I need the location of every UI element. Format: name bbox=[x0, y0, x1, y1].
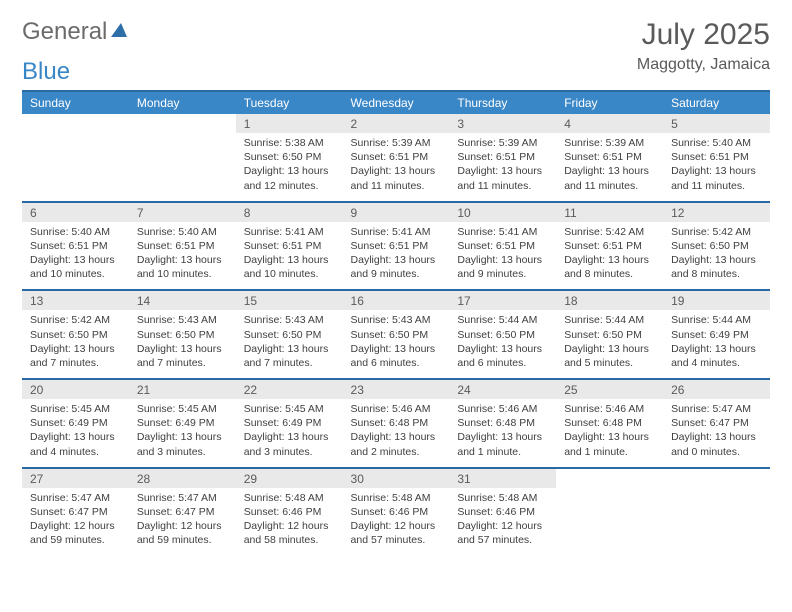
day-detail-cell: Sunrise: 5:39 AMSunset: 6:51 PMDaylight:… bbox=[556, 133, 663, 202]
logo-text-2: Blue bbox=[22, 58, 770, 86]
weekday-header-row: Sunday Monday Tuesday Wednesday Thursday… bbox=[22, 91, 770, 114]
day-detail-cell: Sunrise: 5:41 AMSunset: 6:51 PMDaylight:… bbox=[236, 222, 343, 291]
day-number-cell: 29 bbox=[236, 468, 343, 488]
day-number-cell: 4 bbox=[556, 114, 663, 133]
day-number-cell: 1 bbox=[236, 114, 343, 133]
day-detail-cell: Sunrise: 5:43 AMSunset: 6:50 PMDaylight:… bbox=[343, 310, 450, 379]
week-detail-row: Sunrise: 5:42 AMSunset: 6:50 PMDaylight:… bbox=[22, 310, 770, 379]
day-number-cell: 14 bbox=[129, 290, 236, 310]
weekday-header: Friday bbox=[556, 91, 663, 114]
day-detail-cell: Sunrise: 5:39 AMSunset: 6:51 PMDaylight:… bbox=[449, 133, 556, 202]
day-number-cell: 24 bbox=[449, 379, 556, 399]
day-detail-cell: Sunrise: 5:43 AMSunset: 6:50 PMDaylight:… bbox=[129, 310, 236, 379]
logo-text-1: General bbox=[22, 18, 107, 46]
week-number-row: 2728293031 bbox=[22, 468, 770, 488]
day-detail-cell: Sunrise: 5:45 AMSunset: 6:49 PMDaylight:… bbox=[236, 399, 343, 468]
day-detail-cell: Sunrise: 5:41 AMSunset: 6:51 PMDaylight:… bbox=[449, 222, 556, 291]
weekday-header: Saturday bbox=[663, 91, 770, 114]
day-number-cell: 10 bbox=[449, 202, 556, 222]
day-number-cell: 17 bbox=[449, 290, 556, 310]
week-number-row: 20212223242526 bbox=[22, 379, 770, 399]
day-number-cell: 5 bbox=[663, 114, 770, 133]
day-number-cell: 13 bbox=[22, 290, 129, 310]
day-number-cell: 6 bbox=[22, 202, 129, 222]
day-number-cell bbox=[129, 114, 236, 133]
calendar-table: Sunday Monday Tuesday Wednesday Thursday… bbox=[22, 90, 770, 555]
day-number-cell: 20 bbox=[22, 379, 129, 399]
day-number-cell: 12 bbox=[663, 202, 770, 222]
day-number-cell: 28 bbox=[129, 468, 236, 488]
week-number-row: 12345 bbox=[22, 114, 770, 133]
day-number-cell: 30 bbox=[343, 468, 450, 488]
day-number-cell: 3 bbox=[449, 114, 556, 133]
day-number-cell: 8 bbox=[236, 202, 343, 222]
day-number-cell: 19 bbox=[663, 290, 770, 310]
day-number-cell: 7 bbox=[129, 202, 236, 222]
week-number-row: 6789101112 bbox=[22, 202, 770, 222]
sail-icon bbox=[109, 18, 129, 46]
day-detail-cell: Sunrise: 5:46 AMSunset: 6:48 PMDaylight:… bbox=[556, 399, 663, 468]
day-detail-cell: Sunrise: 5:38 AMSunset: 6:50 PMDaylight:… bbox=[236, 133, 343, 202]
day-detail-cell: Sunrise: 5:44 AMSunset: 6:50 PMDaylight:… bbox=[556, 310, 663, 379]
day-detail-cell: Sunrise: 5:42 AMSunset: 6:50 PMDaylight:… bbox=[663, 222, 770, 291]
day-detail-cell: Sunrise: 5:45 AMSunset: 6:49 PMDaylight:… bbox=[129, 399, 236, 468]
day-number-cell: 23 bbox=[343, 379, 450, 399]
day-number-cell: 9 bbox=[343, 202, 450, 222]
day-detail-cell bbox=[556, 488, 663, 556]
day-detail-cell: Sunrise: 5:42 AMSunset: 6:51 PMDaylight:… bbox=[556, 222, 663, 291]
day-number-cell: 26 bbox=[663, 379, 770, 399]
day-number-cell: 15 bbox=[236, 290, 343, 310]
day-detail-cell: Sunrise: 5:47 AMSunset: 6:47 PMDaylight:… bbox=[22, 488, 129, 556]
day-detail-cell: Sunrise: 5:44 AMSunset: 6:49 PMDaylight:… bbox=[663, 310, 770, 379]
day-number-cell: 25 bbox=[556, 379, 663, 399]
day-detail-cell: Sunrise: 5:44 AMSunset: 6:50 PMDaylight:… bbox=[449, 310, 556, 379]
day-detail-cell: Sunrise: 5:40 AMSunset: 6:51 PMDaylight:… bbox=[129, 222, 236, 291]
day-number-cell: 11 bbox=[556, 202, 663, 222]
weekday-header: Sunday bbox=[22, 91, 129, 114]
day-detail-cell: Sunrise: 5:39 AMSunset: 6:51 PMDaylight:… bbox=[343, 133, 450, 202]
day-detail-cell: Sunrise: 5:43 AMSunset: 6:50 PMDaylight:… bbox=[236, 310, 343, 379]
day-number-cell: 22 bbox=[236, 379, 343, 399]
week-detail-row: Sunrise: 5:40 AMSunset: 6:51 PMDaylight:… bbox=[22, 222, 770, 291]
day-detail-cell: Sunrise: 5:40 AMSunset: 6:51 PMDaylight:… bbox=[663, 133, 770, 202]
day-detail-cell: Sunrise: 5:41 AMSunset: 6:51 PMDaylight:… bbox=[343, 222, 450, 291]
day-detail-cell: Sunrise: 5:45 AMSunset: 6:49 PMDaylight:… bbox=[22, 399, 129, 468]
week-detail-row: Sunrise: 5:47 AMSunset: 6:47 PMDaylight:… bbox=[22, 488, 770, 556]
day-detail-cell: Sunrise: 5:47 AMSunset: 6:47 PMDaylight:… bbox=[663, 399, 770, 468]
day-detail-cell: Sunrise: 5:42 AMSunset: 6:50 PMDaylight:… bbox=[22, 310, 129, 379]
week-detail-row: Sunrise: 5:38 AMSunset: 6:50 PMDaylight:… bbox=[22, 133, 770, 202]
day-number-cell bbox=[22, 114, 129, 133]
weekday-header: Tuesday bbox=[236, 91, 343, 114]
day-detail-cell bbox=[129, 133, 236, 202]
weekday-header: Monday bbox=[129, 91, 236, 114]
day-detail-cell: Sunrise: 5:46 AMSunset: 6:48 PMDaylight:… bbox=[449, 399, 556, 468]
day-detail-cell: Sunrise: 5:46 AMSunset: 6:48 PMDaylight:… bbox=[343, 399, 450, 468]
day-number-cell: 21 bbox=[129, 379, 236, 399]
day-number-cell: 18 bbox=[556, 290, 663, 310]
day-number-cell: 27 bbox=[22, 468, 129, 488]
day-number-cell: 2 bbox=[343, 114, 450, 133]
day-number-cell: 16 bbox=[343, 290, 450, 310]
weekday-header: Thursday bbox=[449, 91, 556, 114]
day-detail-cell: Sunrise: 5:40 AMSunset: 6:51 PMDaylight:… bbox=[22, 222, 129, 291]
month-title: July 2025 bbox=[637, 18, 770, 52]
day-detail-cell: Sunrise: 5:48 AMSunset: 6:46 PMDaylight:… bbox=[449, 488, 556, 556]
week-number-row: 13141516171819 bbox=[22, 290, 770, 310]
day-number-cell: 31 bbox=[449, 468, 556, 488]
week-detail-row: Sunrise: 5:45 AMSunset: 6:49 PMDaylight:… bbox=[22, 399, 770, 468]
day-detail-cell: Sunrise: 5:47 AMSunset: 6:47 PMDaylight:… bbox=[129, 488, 236, 556]
day-detail-cell: Sunrise: 5:48 AMSunset: 6:46 PMDaylight:… bbox=[236, 488, 343, 556]
day-detail-cell bbox=[663, 488, 770, 556]
weekday-header: Wednesday bbox=[343, 91, 450, 114]
day-detail-cell: Sunrise: 5:48 AMSunset: 6:46 PMDaylight:… bbox=[343, 488, 450, 556]
logo: General bbox=[22, 18, 129, 46]
day-detail-cell bbox=[22, 133, 129, 202]
day-number-cell bbox=[663, 468, 770, 488]
day-number-cell bbox=[556, 468, 663, 488]
